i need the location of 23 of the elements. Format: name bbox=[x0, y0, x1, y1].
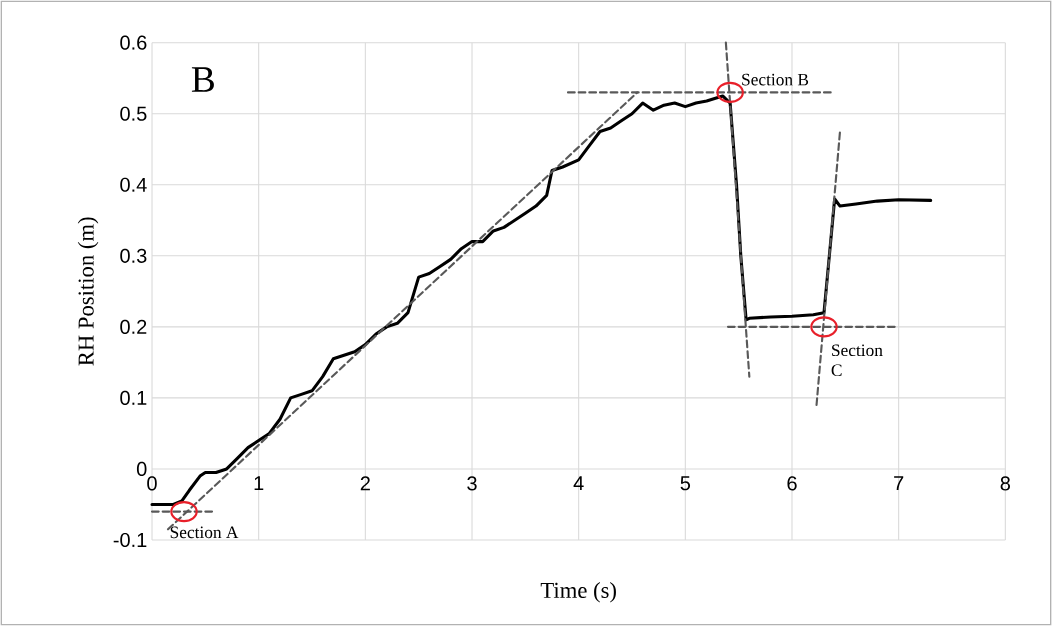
y-tick-label: 0.1 bbox=[120, 390, 147, 405]
y-tick-label: 0 bbox=[136, 461, 147, 477]
y-tick-label: 0.5 bbox=[120, 106, 147, 121]
y-tick-label: 0.4 bbox=[120, 177, 147, 192]
x-axis-title: Time (s) bbox=[540, 582, 616, 603]
annotation: Section B bbox=[742, 73, 809, 86]
annotation: B bbox=[191, 67, 214, 92]
annotation: Section A bbox=[170, 526, 239, 539]
x-tick-label: 0 bbox=[147, 476, 157, 491]
y-axis-title: RH Position (m) bbox=[77, 217, 99, 366]
annotation: Section C bbox=[831, 344, 883, 377]
x-tick-label: 8 bbox=[1000, 476, 1011, 491]
x-tick-label: 7 bbox=[894, 476, 904, 491]
y-tick-label: 0.3 bbox=[120, 248, 147, 263]
x-tick-label: 6 bbox=[787, 476, 797, 491]
x-tick-label: 1 bbox=[254, 476, 264, 491]
y-tick-label: 0.2 bbox=[120, 319, 147, 334]
x-tick-label: 5 bbox=[680, 476, 691, 491]
y-tick-label: -0.1 bbox=[113, 532, 147, 548]
x-tick-label: 4 bbox=[573, 476, 584, 491]
x-tick-label: 3 bbox=[467, 476, 477, 491]
y-tick-label: 0.6 bbox=[120, 35, 147, 50]
x-tick-label: 2 bbox=[360, 476, 370, 491]
